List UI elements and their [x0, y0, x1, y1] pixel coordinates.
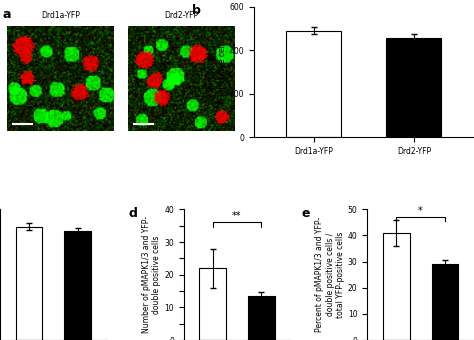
Bar	[383, 233, 410, 340]
Text: d: d	[128, 207, 137, 220]
Y-axis label: Number of
YFP-positive cells: Number of YFP-positive cells	[207, 39, 227, 105]
Bar	[200, 268, 226, 340]
Bar	[286, 31, 341, 137]
Bar	[431, 264, 458, 340]
Text: b: b	[192, 4, 201, 17]
Text: a: a	[2, 8, 11, 21]
Y-axis label: Number of pMAPK1/3 and YFP-
double positive cells: Number of pMAPK1/3 and YFP- double posit…	[142, 216, 161, 333]
Text: **: **	[232, 211, 242, 221]
Text: e: e	[301, 207, 310, 220]
Y-axis label: Percent of pMAPK1/3 and YFP-
double positive cells /
total YFP-positive cells: Percent of pMAPK1/3 and YFP- double posi…	[315, 217, 345, 332]
Text: Drd1a-YFP: Drd1a-YFP	[41, 11, 80, 20]
Bar	[386, 38, 441, 137]
Bar	[248, 296, 274, 340]
Text: *: *	[418, 206, 423, 216]
Bar	[64, 231, 91, 340]
Text: Drd2-YFP: Drd2-YFP	[164, 11, 199, 20]
Bar	[16, 227, 43, 340]
